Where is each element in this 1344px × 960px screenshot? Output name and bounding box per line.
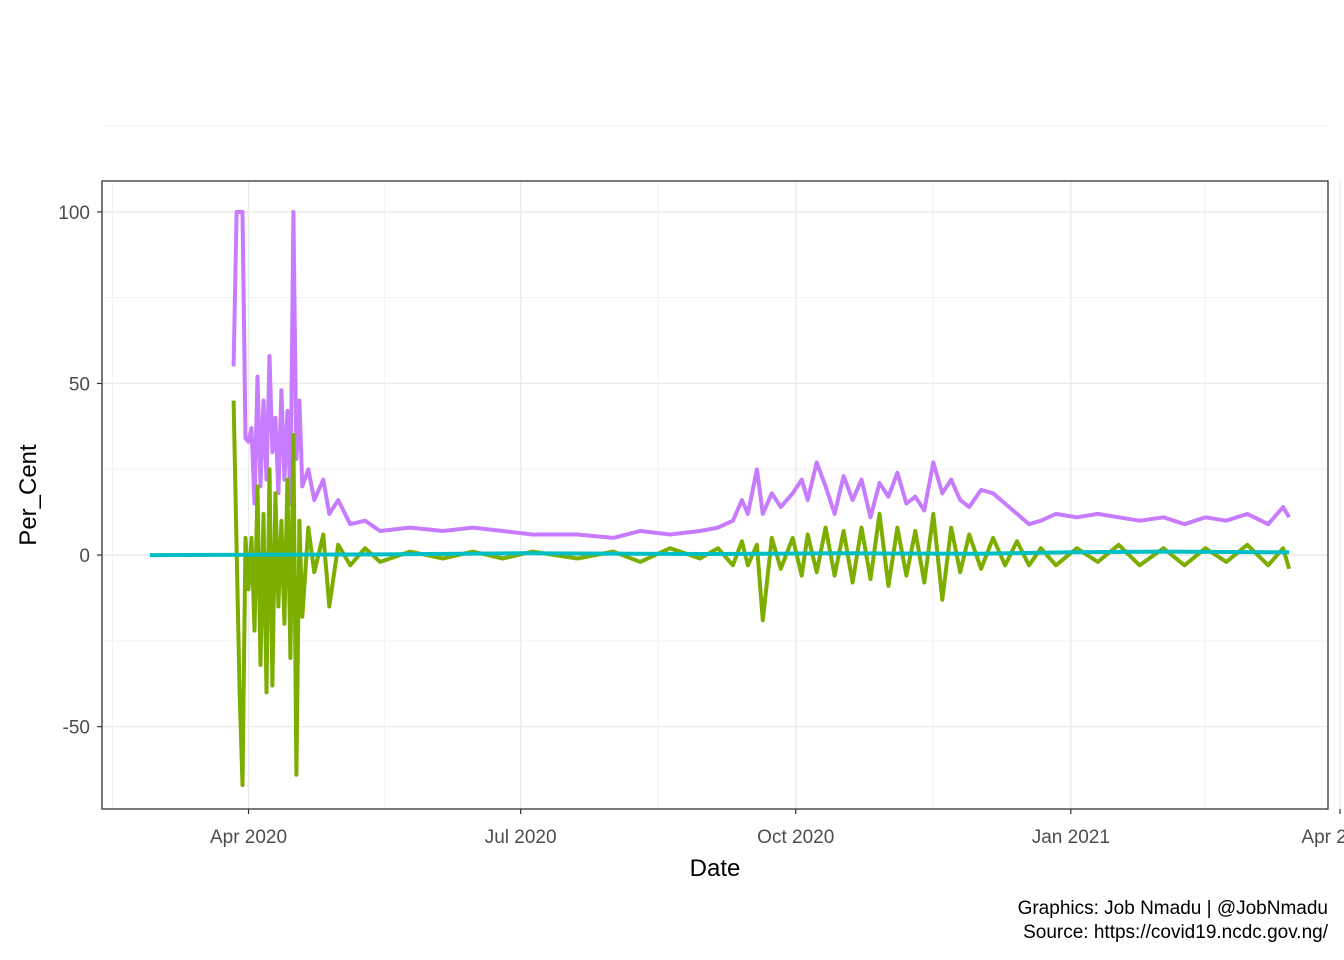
y-tick-label: 100 <box>58 203 90 224</box>
series-layer <box>149 209 1292 787</box>
series-line-3 <box>149 549 1290 558</box>
x-tick-label: Apr 2021 <box>1301 827 1344 848</box>
x-axis-title: Date <box>690 855 741 882</box>
panel-border <box>101 180 1329 810</box>
x-tick-label: Apr 2020 <box>210 827 287 848</box>
x-tick-label: Oct 2020 <box>757 827 834 848</box>
grid-lines <box>102 125 1341 809</box>
y-tick-label: 0 <box>79 546 90 567</box>
y-axis-title: Per_Cent <box>15 444 42 546</box>
caption-source: Source: https://covid19.ncdc.gov.ng/ <box>1023 922 1328 943</box>
x-tick-label: Jul 2020 <box>485 827 557 848</box>
x-tick-label: Jan 2021 <box>1032 827 1110 848</box>
y-tick-label: 50 <box>69 374 90 395</box>
caption-credit: Graphics: Job Nmadu | @JobNmadu <box>1017 898 1328 919</box>
series-line-1 <box>231 209 1291 540</box>
panel-background <box>102 181 1328 809</box>
axes: 100 50 0 -50 Apr 2020 Jul 2020 Oct 2020 Jan 202… <box>58 203 1344 848</box>
y-tick-label: -50 <box>63 718 90 739</box>
